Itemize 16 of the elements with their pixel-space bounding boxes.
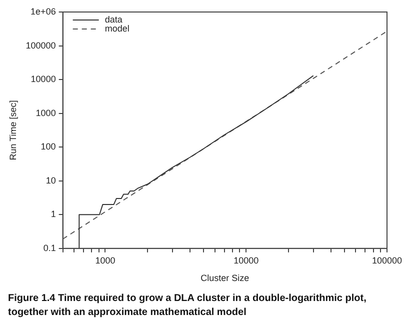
y-tick-label: 1e+06 bbox=[30, 6, 56, 16]
y-tick-label: 10000 bbox=[30, 74, 56, 84]
x-axis-title: Cluster Size bbox=[200, 273, 250, 284]
y-tick-label: 100000 bbox=[26, 40, 56, 50]
caption: Figure 1.4 Time required to grow a DLA cluster in a double-logarithmic plot, together with an approximate mathematical model bbox=[8, 292, 368, 320]
y-tick-label: 0.1 bbox=[43, 242, 56, 253]
x-tick-label: 1000 bbox=[95, 255, 116, 266]
y-tick-label: 1 bbox=[50, 209, 56, 220]
y-tick-label: 100 bbox=[40, 142, 56, 152]
x-tick-label: 10000 bbox=[234, 255, 259, 266]
y-tick-label: 1000 bbox=[36, 108, 56, 118]
y-tick-label: 10 bbox=[46, 175, 56, 186]
legend-label: model bbox=[104, 23, 130, 34]
y-axis-title: Run Time [sec] bbox=[8, 100, 18, 160]
legend-label: data bbox=[104, 14, 122, 24]
x-tick-label: 100000 bbox=[372, 255, 402, 266]
